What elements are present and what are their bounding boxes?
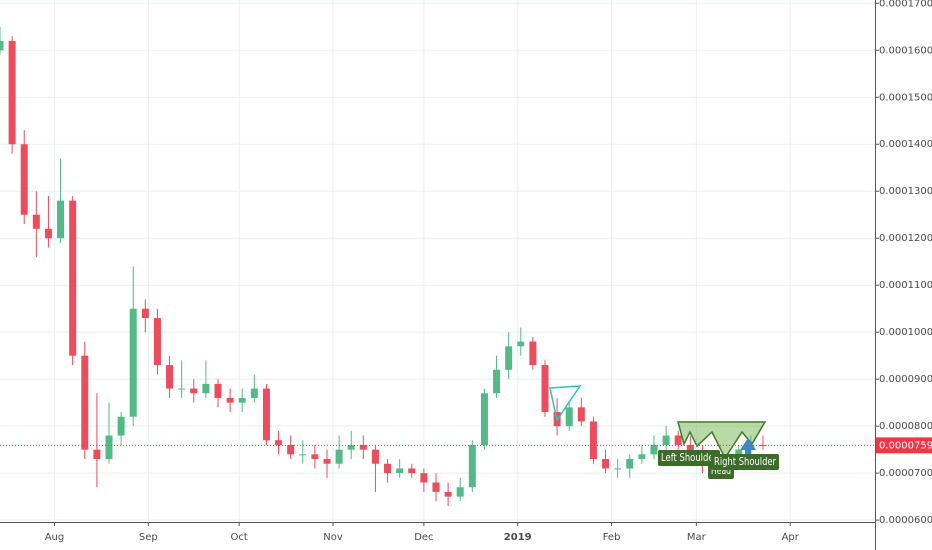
candle-body (214, 383, 222, 398)
candle-body (577, 407, 585, 422)
candle-body (20, 144, 28, 215)
candle-body (505, 346, 513, 370)
candle-body (384, 463, 392, 474)
grid (0, 0, 875, 522)
candle-body (0, 40, 4, 51)
candle-body (529, 341, 537, 366)
candle-body (335, 449, 343, 464)
candle-body (190, 388, 198, 394)
candle-body (250, 388, 258, 398)
candle-body (420, 473, 428, 483)
candle-body (69, 200, 77, 356)
candle-body (81, 355, 89, 450)
candle-body (323, 459, 331, 464)
candle-body (8, 40, 16, 145)
candle-body (275, 440, 283, 445)
y-tick-label: 0.00017000 (879, 0, 932, 9)
candle-body (480, 393, 488, 445)
candle-body (493, 369, 501, 394)
candle-body (44, 228, 52, 239)
x-tick-label: 2019 (504, 532, 532, 543)
triangle-pattern (549, 385, 582, 422)
buy-arrow (740, 438, 756, 464)
x-tick-label: Nov (323, 532, 343, 543)
candle-body (105, 435, 113, 460)
candle-body (602, 459, 610, 469)
candle-body (432, 482, 440, 492)
candle-body (226, 397, 234, 403)
candle-body (541, 365, 549, 413)
candle-body (178, 388, 186, 390)
candle-body (662, 435, 670, 445)
candle-body (166, 365, 174, 389)
candle-body (359, 444, 367, 450)
candle-body (674, 435, 682, 445)
candle-body (347, 444, 355, 450)
candle-body (202, 383, 210, 394)
candle-body (408, 468, 416, 474)
last-price-box (876, 437, 932, 454)
annotation-box (658, 450, 720, 466)
candle-body (129, 308, 137, 417)
candle-body (626, 459, 634, 469)
x-tick-label: Apr (782, 532, 800, 543)
head-shoulders-pattern (677, 421, 767, 460)
candle-body (638, 454, 646, 460)
last-price-label: 0.00007591 (879, 440, 932, 451)
candle-body (371, 449, 379, 464)
candle-body (468, 444, 476, 488)
annotation: Right Shoulder (714, 455, 776, 468)
candle-body (32, 214, 40, 229)
candle-body (57, 200, 65, 239)
candle-body (117, 416, 125, 436)
x-tick-label: Oct (231, 532, 248, 543)
annotation-box (711, 454, 779, 470)
candle-body (262, 388, 270, 441)
candle-body (589, 421, 597, 460)
x-tick-label: Sep (139, 532, 158, 543)
candle-body (456, 487, 464, 497)
candle-body (141, 308, 149, 319)
candle-body (517, 341, 525, 347)
candle-body (614, 468, 622, 470)
candle-body (311, 454, 319, 460)
candle-body (444, 491, 452, 497)
candle-body (153, 318, 161, 366)
candle-body (299, 454, 307, 456)
x-tick-label: Aug (45, 532, 65, 543)
candle-body (238, 397, 246, 403)
candle-body (287, 444, 295, 455)
x-tick-label: Mar (687, 532, 707, 543)
candle-body (93, 449, 101, 460)
annotation: Left Shoulder (661, 451, 717, 464)
x-tick-label: Dec (414, 532, 433, 543)
plot-area (0, 26, 767, 507)
x-tick-label: Feb (603, 532, 621, 543)
candle-body (686, 444, 694, 455)
candle-body (565, 407, 573, 427)
candle-body (396, 468, 404, 474)
candle-body (650, 444, 658, 455)
